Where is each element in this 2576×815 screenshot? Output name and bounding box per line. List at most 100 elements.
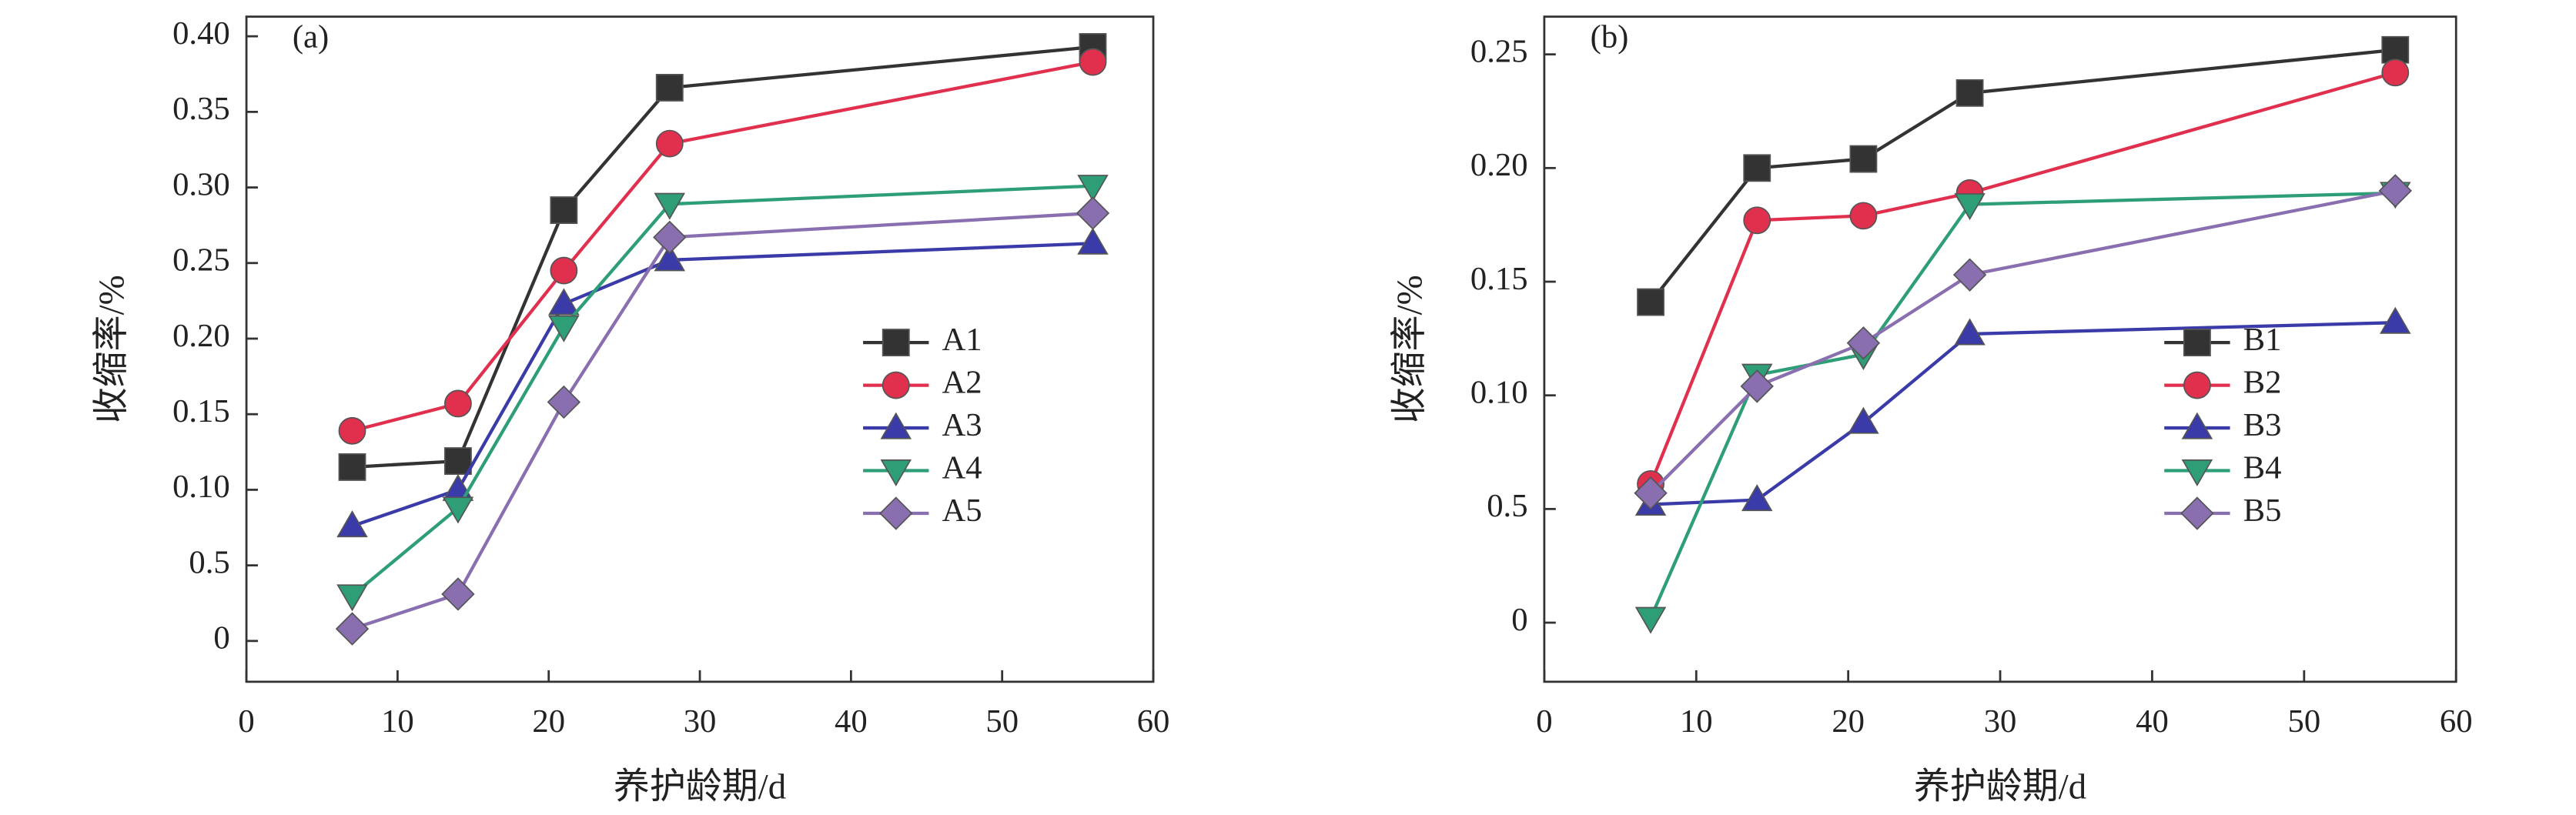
data-point (336, 584, 368, 612)
data-point (654, 244, 686, 272)
x-tick-label: 30 (1984, 703, 2017, 740)
data-point (1076, 196, 1110, 230)
data-point (1743, 206, 1771, 235)
data-point (1849, 145, 1878, 173)
series-line (1650, 321, 2396, 506)
y-tick-label: 0.15 (172, 393, 230, 429)
data-point (547, 385, 581, 419)
data-point (442, 496, 474, 524)
legend-marker (2183, 329, 2211, 357)
data-point (1634, 476, 1668, 510)
legend-marker (880, 412, 912, 439)
series-line (1649, 71, 2396, 485)
data-point (336, 510, 368, 538)
data-point (654, 192, 686, 220)
legend-marker (2181, 459, 2213, 487)
legend-label: A2 (942, 364, 982, 400)
x-axis-label: 养护龄期/d (1914, 767, 2086, 807)
y-tick-label: 0 (213, 620, 229, 656)
legend-marker (882, 371, 910, 399)
y-tick-label: 0.30 (172, 166, 230, 202)
x-axis-label: 养护龄期/d (614, 767, 786, 807)
data-point (1952, 258, 1987, 292)
data-point (1741, 484, 1773, 512)
data-point (338, 416, 366, 445)
data-point (655, 74, 684, 102)
data-point (1846, 326, 1881, 360)
y-tick-label: 0.5 (1487, 488, 1527, 524)
plot-frame (1543, 15, 2457, 683)
data-point (441, 577, 475, 611)
data-point (653, 220, 687, 255)
data-point (1954, 193, 1986, 221)
data-point (550, 256, 578, 285)
x-tick-label: 40 (2136, 703, 2169, 740)
legend-label: A4 (942, 449, 982, 486)
data-point (1849, 202, 1878, 230)
series-line (1649, 191, 2396, 620)
legend-label: B3 (2243, 407, 2282, 443)
y-tick-label: 0.10 (172, 469, 230, 505)
data-point (1079, 48, 1107, 76)
data-point (550, 196, 578, 224)
legend-marker (882, 329, 910, 357)
data-point (1637, 288, 1664, 316)
legend-label: B5 (2243, 493, 2282, 529)
data-point (2381, 58, 2410, 87)
plot-frame (245, 15, 1155, 683)
legend-label: A3 (942, 407, 982, 443)
y-axis-label: 收缩率/% (1390, 275, 1430, 423)
x-tick-label: 0 (1536, 703, 1552, 740)
y-tick-label: 0.5 (189, 544, 229, 580)
x-tick-label: 10 (381, 703, 414, 740)
panel-label: (b) (1591, 18, 1629, 55)
data-point (1954, 318, 1986, 346)
legend-marker (879, 496, 913, 530)
data-point (444, 389, 472, 418)
data-point (1077, 227, 1109, 255)
y-tick-label: 0.20 (1470, 147, 1528, 183)
series-line (1649, 189, 2396, 495)
x-tick-label: 50 (985, 703, 1019, 740)
data-point (335, 612, 370, 646)
y-tick-label: 0 (1511, 602, 1527, 638)
x-tick-label: 20 (1832, 703, 1865, 740)
data-point (1743, 154, 1771, 182)
data-point (1848, 406, 1879, 434)
x-tick-label: 50 (2288, 703, 2321, 740)
y-tick-label: 0.40 (172, 15, 230, 52)
x-tick-label: 60 (1137, 703, 1170, 740)
legend-label: B1 (2243, 322, 2282, 358)
legend-marker (2181, 412, 2213, 439)
legend-label: B4 (2243, 449, 2282, 486)
data-point (1634, 606, 1667, 634)
data-point (1077, 175, 1109, 202)
y-tick-label: 0.35 (172, 91, 230, 127)
legend-marker (2180, 496, 2214, 530)
legend-label: A5 (942, 493, 982, 529)
y-tick-label: 0.15 (1470, 261, 1528, 297)
data-point (2381, 35, 2410, 64)
legend-marker (2183, 371, 2211, 399)
data-point (1955, 78, 1984, 107)
x-tick-label: 20 (532, 703, 565, 740)
y-tick-label: 0.10 (1470, 375, 1528, 411)
legend-label: A1 (942, 322, 982, 358)
data-point (338, 453, 366, 481)
y-tick-label: 0.20 (172, 318, 230, 354)
data-point (548, 315, 580, 342)
x-tick-label: 0 (238, 703, 254, 740)
x-tick-label: 30 (684, 703, 717, 740)
y-tick-label: 0.25 (1470, 33, 1528, 69)
data-point (548, 288, 580, 316)
y-axis-label: 收缩率/% (92, 275, 132, 423)
legend-label: B2 (2243, 364, 2282, 400)
data-point (2380, 306, 2411, 334)
legend-marker (880, 459, 912, 487)
x-tick-label: 10 (1680, 703, 1713, 740)
data-point (444, 447, 472, 476)
y-tick-label: 0.25 (172, 242, 230, 279)
x-tick-label: 60 (2440, 703, 2473, 740)
